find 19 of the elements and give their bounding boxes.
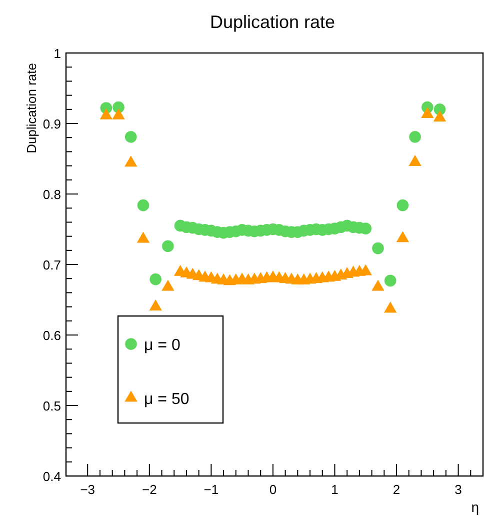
y-axis-title: Duplication rate xyxy=(24,63,39,154)
y-tick-label: 0.5 xyxy=(42,398,61,414)
y-tick-label: 0.7 xyxy=(42,258,61,272)
x-tick-label: −1 xyxy=(204,482,219,497)
x-tick-label: 3 xyxy=(454,482,462,497)
x-tick-label: 2 xyxy=(392,482,400,497)
y-tick-label: 0.6 xyxy=(42,328,61,343)
legend-label: μ = 0 xyxy=(144,337,180,354)
x-tick-label: −2 xyxy=(142,482,157,497)
y-tick-label: 0.8 xyxy=(42,187,61,202)
legend-label: μ = 50 xyxy=(144,391,190,408)
y-tick-label: 0.4 xyxy=(42,469,61,484)
x-tick-label: 0 xyxy=(269,482,277,497)
y-tick-label: 1 xyxy=(54,46,61,61)
y-tick-label: 0.9 xyxy=(42,116,61,132)
chart-title: Duplication rate xyxy=(210,12,336,32)
x-axis-title: η xyxy=(471,499,479,515)
x-tick-label: 1 xyxy=(331,482,338,497)
x-tick-label: −3 xyxy=(80,482,96,497)
